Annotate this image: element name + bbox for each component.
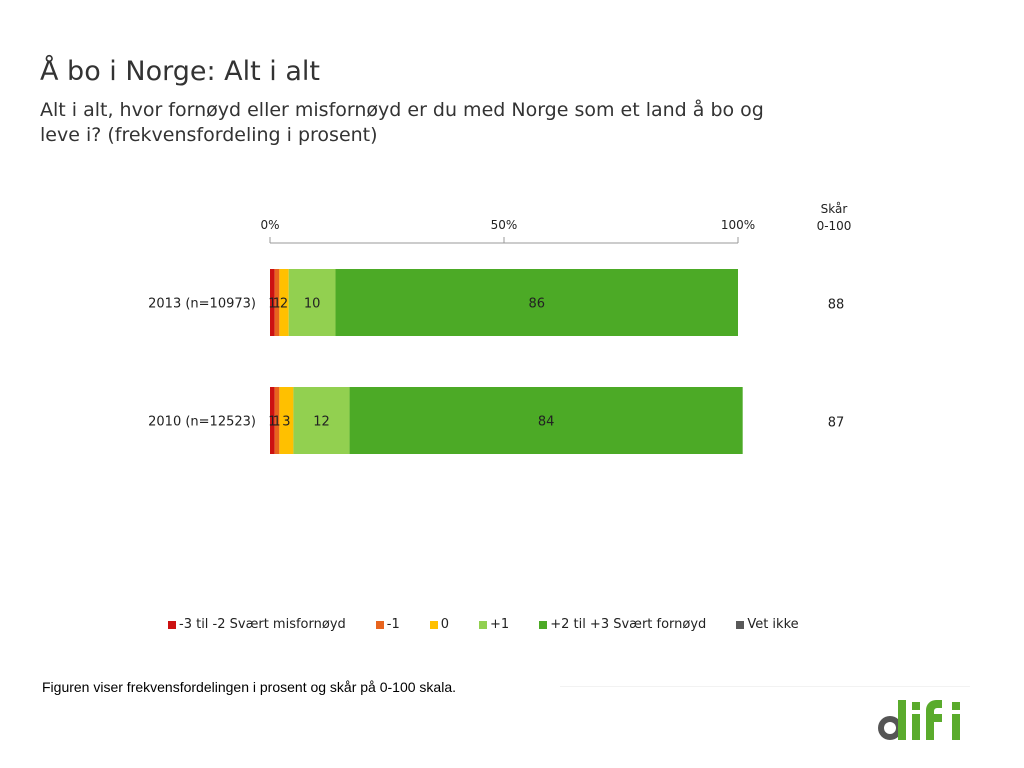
legend-label: -1 bbox=[386, 617, 400, 632]
bar-segment bbox=[293, 387, 350, 454]
score-value: 87 bbox=[828, 416, 845, 431]
legend-item: -1 bbox=[375, 617, 400, 632]
data-label: 1 bbox=[268, 297, 276, 312]
legend-label: +2 til +3 Svært fornøyd bbox=[550, 617, 707, 632]
logo-f bbox=[926, 700, 942, 740]
legend-label: Vet ikke bbox=[747, 617, 799, 632]
legend-swatch bbox=[479, 620, 488, 629]
logo-i2-dot bbox=[952, 702, 960, 710]
legend-item: +1 bbox=[479, 617, 509, 632]
x-tick-label: 100% bbox=[721, 218, 755, 232]
score-header-line1: Skår bbox=[821, 202, 848, 216]
data-label: 1 bbox=[273, 297, 281, 312]
logo-i1 bbox=[912, 714, 920, 740]
chart-legend: -3 til -2 Svært misfornøyd -1 0 +1 +2 til +3… bbox=[168, 617, 799, 632]
data-label: 12 bbox=[313, 415, 330, 430]
divider bbox=[560, 686, 970, 687]
bar-segment bbox=[279, 387, 294, 454]
page-subtitle: Alt i alt, hvor fornøyd eller misfornøyd… bbox=[40, 99, 764, 146]
logo-mark-hole bbox=[884, 722, 896, 734]
logo-i1-dot bbox=[912, 702, 920, 710]
bar-segment bbox=[279, 269, 289, 336]
score-value: 88 bbox=[828, 298, 845, 313]
legend-swatch bbox=[429, 620, 438, 629]
legend-label: 0 bbox=[440, 617, 450, 632]
x-tick-label: 0% bbox=[260, 218, 279, 232]
bar-segment bbox=[274, 269, 280, 336]
legend-swatch bbox=[168, 620, 176, 629]
category-label: 2013 (n=10973) bbox=[148, 297, 256, 312]
data-label: 10 bbox=[304, 297, 321, 312]
data-label: 2 bbox=[280, 297, 288, 312]
legend-item: 0 bbox=[429, 617, 450, 632]
bar-segment bbox=[335, 269, 738, 336]
bar-segment bbox=[270, 269, 275, 336]
page-title: Å bo i Norge: Alt i alt bbox=[40, 56, 321, 87]
bar-segment bbox=[349, 387, 743, 454]
footnote: Figuren viser frekvensfordelingen i pros… bbox=[42, 679, 456, 695]
score-header-line2: 0-100 bbox=[817, 219, 852, 233]
data-label: 1 bbox=[268, 415, 276, 430]
bar-segment bbox=[274, 387, 280, 454]
difi-logo bbox=[878, 700, 960, 740]
legend-swatch bbox=[375, 620, 384, 629]
legend-swatch bbox=[539, 620, 548, 629]
logo-d-stem bbox=[898, 700, 906, 740]
data-label: 86 bbox=[528, 297, 545, 312]
legend-swatch bbox=[736, 620, 745, 629]
data-label: 84 bbox=[538, 415, 555, 430]
bar-segment bbox=[288, 269, 336, 336]
x-tick-label: 50% bbox=[491, 218, 518, 232]
category-label: 2010 (n=12523) bbox=[148, 415, 256, 430]
legend-label: -3 til -2 Svært misfornøyd bbox=[179, 617, 346, 632]
bar-segment bbox=[270, 387, 275, 454]
legend-label: +1 bbox=[490, 617, 510, 632]
legend-item: -3 til -2 Svært misfornøyd bbox=[168, 617, 346, 632]
logo-i2 bbox=[952, 714, 960, 740]
legend-item: +2 til +3 Svært fornøyd bbox=[539, 617, 706, 632]
data-label: 3 bbox=[282, 415, 290, 430]
legend-item: Vet ikke bbox=[736, 617, 799, 632]
data-label: 1 bbox=[273, 415, 281, 430]
